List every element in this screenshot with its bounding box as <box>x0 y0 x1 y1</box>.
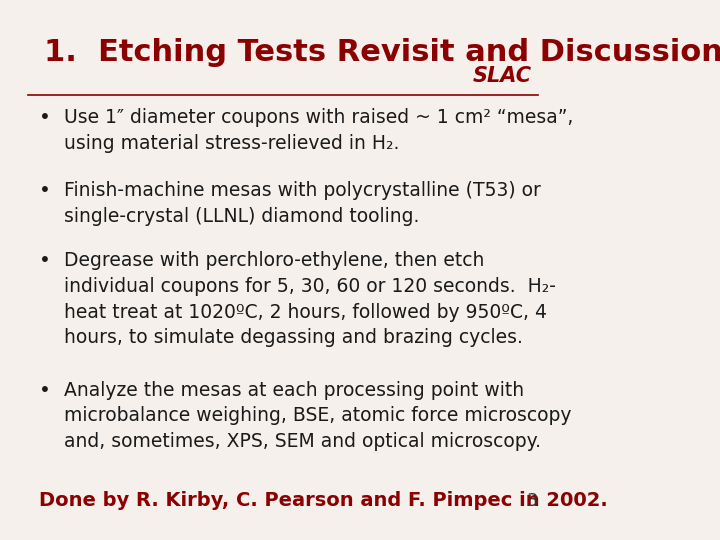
Text: •: • <box>39 381 50 400</box>
Text: •: • <box>39 251 50 270</box>
Text: 1.  Etching Tests Revisit and Discussion: 1. Etching Tests Revisit and Discussion <box>45 38 720 67</box>
Text: SLAC: SLAC <box>473 66 532 86</box>
Text: Degrease with perchloro-ethylene, then etch
individual coupons for 5, 30, 60 or : Degrease with perchloro-ethylene, then e… <box>64 251 556 347</box>
Text: Use 1″ diameter coupons with raised ~ 1 cm² “mesa”,
using material stress-reliev: Use 1″ diameter coupons with raised ~ 1 … <box>64 108 573 153</box>
Text: 3: 3 <box>526 492 538 510</box>
Text: •: • <box>39 181 50 200</box>
Text: Finish-machine mesas with polycrystalline (T53) or
single-crystal (LLNL) diamond: Finish-machine mesas with polycrystallin… <box>64 181 541 226</box>
Text: •: • <box>39 108 50 127</box>
Text: Analyze the mesas at each processing point with
microbalance weighing, BSE, atom: Analyze the mesas at each processing poi… <box>64 381 571 451</box>
Text: Done by R. Kirby, C. Pearson and F. Pimpec in 2002.: Done by R. Kirby, C. Pearson and F. Pimp… <box>39 491 608 510</box>
